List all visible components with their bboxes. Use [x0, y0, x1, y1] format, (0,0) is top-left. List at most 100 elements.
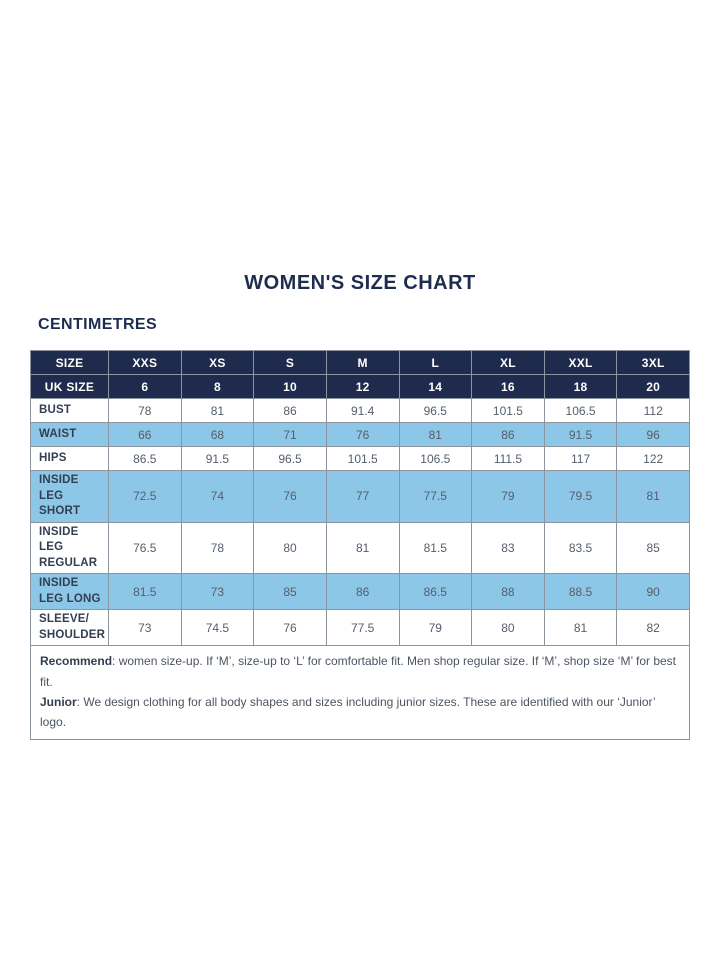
header-cell: 20: [616, 374, 690, 399]
value-cell: 85: [616, 521, 690, 575]
value-cell: 91.5: [543, 422, 618, 447]
row-label: WAIST: [30, 422, 109, 447]
value-cell: 77.5: [398, 470, 473, 523]
row-label: BUST: [30, 398, 109, 423]
header-row-size: SIZE XXS XS S M L XL XXL 3XL: [30, 350, 690, 375]
header-cell: 6: [108, 374, 182, 399]
value-cell: 86: [253, 398, 327, 423]
value-cell: 77.5: [325, 609, 400, 647]
table-row-bust: BUST 78 81 86 91.4 96.5 101.5 106.5 112: [30, 398, 690, 423]
value-cell: 86: [471, 422, 545, 447]
row-label: INSIDE LEG LONG: [30, 573, 109, 611]
value-cell: 73: [108, 609, 182, 647]
header-cell: XS: [180, 350, 255, 375]
value-cell: 91.4: [325, 398, 400, 423]
value-cell: 76: [253, 609, 327, 647]
header-cell: XXL: [543, 350, 618, 375]
header-cell: 8: [180, 374, 255, 399]
header-row-label: UK SIZE: [30, 374, 109, 399]
value-cell: 83: [471, 521, 545, 575]
note-junior: Junior: We design clothing for all body …: [40, 692, 680, 733]
table-row-inside-leg-long: INSIDE LEG LONG 81.5 73 85 86 86.5 88 88.5 90: [30, 573, 690, 611]
value-cell: 81: [180, 398, 255, 423]
header-cell: XL: [471, 350, 545, 375]
value-cell: 83.5: [543, 521, 618, 575]
value-cell: 76: [253, 470, 327, 523]
value-cell: 68: [180, 422, 255, 447]
value-cell: 74: [180, 470, 255, 523]
value-cell: 74.5: [180, 609, 255, 647]
value-cell: 77: [325, 470, 400, 523]
value-cell: 78: [108, 398, 182, 423]
value-cell: 117: [543, 446, 618, 471]
value-cell: 71: [253, 422, 327, 447]
size-table-body: BUST 78 81 86 91.4 96.5 101.5 106.5 112 WAIST 66 68…: [30, 398, 690, 647]
header-cell: 12: [325, 374, 400, 399]
header-row-label: SIZE: [30, 350, 109, 375]
value-cell: 96.5: [398, 398, 473, 423]
notes-box: Recommend: women size-up. If ‘M’, size-u…: [30, 645, 690, 740]
value-cell: 79: [398, 609, 473, 647]
size-table: SIZE XXS XS S M L XL XXL 3XL UK SIZE 6 8 10 12 14 16 18 2…: [30, 350, 690, 647]
value-cell: 106.5: [543, 398, 618, 423]
table-row-inside-leg-short: INSIDE LEG SHORT 72.5 74 76 77 77.5 79 79.5 81: [30, 470, 690, 523]
value-cell: 101.5: [471, 398, 545, 423]
value-cell: 91.5: [180, 446, 255, 471]
value-cell: 96.5: [253, 446, 327, 471]
value-cell: 73: [180, 573, 255, 611]
value-cell: 79.5: [543, 470, 618, 523]
value-cell: 81: [398, 422, 473, 447]
table-row-hips: HIPS 86.5 91.5 96.5 101.5 106.5 111.5 117 122: [30, 446, 690, 471]
page-title: WOMEN'S SIZE CHART: [244, 272, 476, 294]
header-row-uk-size: UK SIZE 6 8 10 12 14 16 18 20: [30, 374, 690, 399]
header-cell: L: [398, 350, 473, 375]
size-table-head: SIZE XXS XS S M L XL XXL 3XL UK SIZE 6 8 10 12 14 16 18 2…: [30, 350, 690, 399]
value-cell: 66: [108, 422, 182, 447]
value-cell: 86.5: [398, 573, 473, 611]
value-cell: 81.5: [398, 521, 473, 575]
row-label: INSIDE LEG SHORT: [30, 470, 109, 523]
note-recommend-label: Recommend: [40, 654, 113, 669]
value-cell: 86: [325, 573, 400, 611]
row-label: INSIDE LEG REGULAR: [30, 521, 109, 575]
value-cell: 122: [616, 446, 690, 471]
value-cell: 80: [253, 521, 327, 575]
header-cell: 14: [398, 374, 473, 399]
note-junior-text: : We design clothing for all body shapes…: [40, 694, 656, 730]
value-cell: 106.5: [398, 446, 473, 471]
value-cell: 76: [325, 422, 400, 447]
value-cell: 111.5: [471, 446, 545, 471]
note-recommend-text: : women size-up. If ‘M’, size-up to ‘L’ …: [40, 654, 677, 689]
value-cell: 90: [616, 573, 690, 611]
value-cell: 96: [616, 422, 690, 447]
value-cell: 88.5: [543, 573, 618, 611]
note-recommend: Recommend: women size-up. If ‘M’, size-u…: [40, 651, 680, 692]
value-cell: 101.5: [325, 446, 400, 471]
value-cell: 78: [180, 521, 255, 575]
value-cell: 82: [616, 609, 690, 647]
table-row-inside-leg-regular: INSIDE LEG REGULAR 76.5 78 80 81 81.5 83 83.5 85: [30, 521, 690, 575]
header-cell: XXS: [108, 350, 182, 375]
unit-label: CENTIMETRES: [38, 316, 158, 333]
value-cell: 85: [253, 573, 327, 611]
header-cell: M: [325, 350, 400, 375]
value-cell: 81: [325, 521, 400, 575]
header-cell: 3XL: [616, 350, 690, 375]
header-cell: 16: [471, 374, 545, 399]
value-cell: 88: [471, 573, 545, 611]
row-label: SLEEVE/ SHOULDER: [30, 609, 109, 647]
note-junior-label: Junior: [40, 694, 77, 709]
header-cell: 18: [543, 374, 618, 399]
value-cell: 81: [543, 609, 618, 647]
value-cell: 86.5: [108, 446, 182, 471]
row-label: HIPS: [30, 446, 109, 471]
value-cell: 76.5: [108, 521, 182, 575]
table-row-waist: WAIST 66 68 71 76 81 86 91.5 96: [30, 422, 690, 447]
value-cell: 81.5: [108, 573, 182, 611]
value-cell: 112: [616, 398, 690, 423]
header-cell: 10: [253, 374, 327, 399]
value-cell: 80: [471, 609, 545, 647]
value-cell: 79: [471, 470, 545, 523]
table-row-sleeve-shoulder: SLEEVE/ SHOULDER 73 74.5 76 77.5 79 80 81 82: [30, 609, 690, 647]
value-cell: 81: [616, 470, 690, 523]
